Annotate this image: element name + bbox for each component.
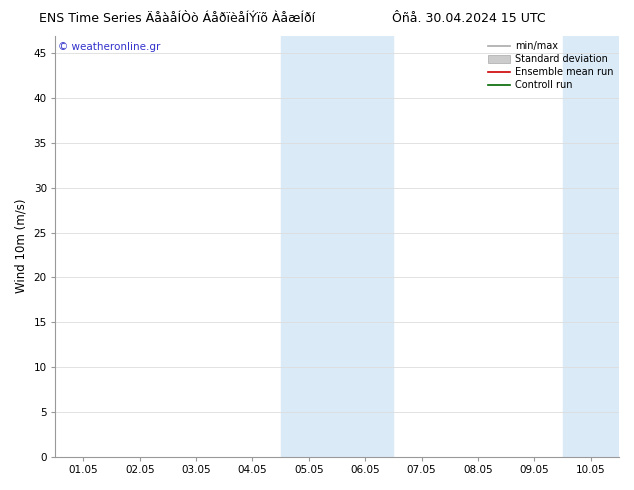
Text: © weatheronline.gr: © weatheronline.gr [58,42,160,52]
Legend: min/max, Standard deviation, Ensemble mean run, Controll run: min/max, Standard deviation, Ensemble me… [486,39,616,93]
Text: ENS Time Series ÄåàåÍÒò ÁåðïèåÍÝïõ ÀåæÍðí: ENS Time Series ÄåàåÍÒò ÁåðïèåÍÝïõ ÀåæÍð… [39,12,316,25]
Text: Ôñå. 30.04.2024 15 UTC: Ôñå. 30.04.2024 15 UTC [392,12,546,25]
Y-axis label: Wind 10m (m/s): Wind 10m (m/s) [15,199,28,294]
Bar [281,36,394,457]
Bar [562,36,619,457]
